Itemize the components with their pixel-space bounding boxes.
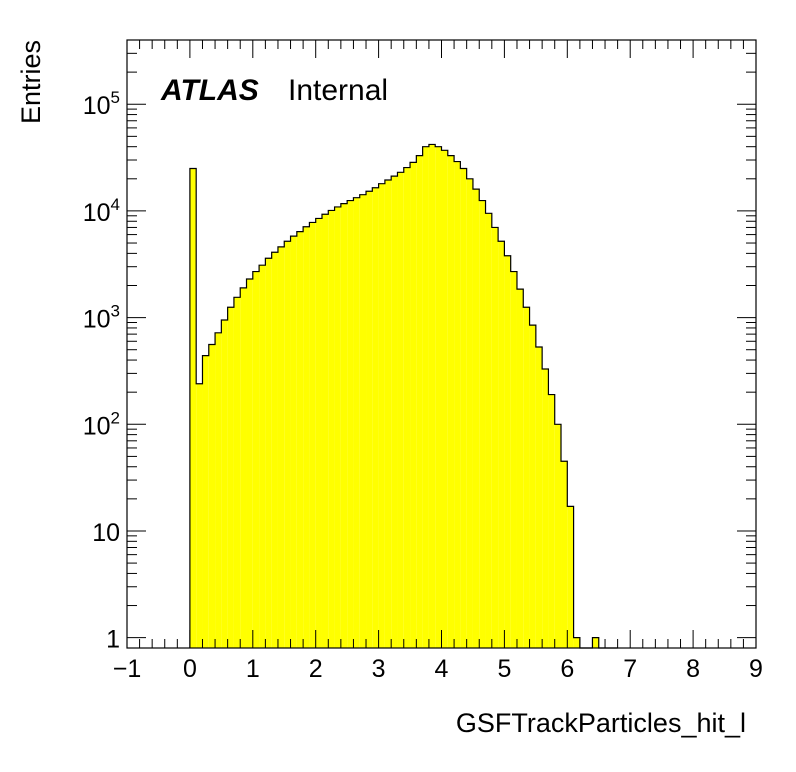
- histogram-bin: [315, 218, 322, 648]
- histogram-bin: [504, 255, 511, 648]
- x-tick-label: 4: [435, 655, 449, 683]
- x-tick-label: 7: [623, 655, 637, 683]
- histogram-outline: [189, 143, 618, 649]
- y-tick-labels: 1 10 102 103 104 105: [83, 88, 120, 653]
- histogram-bin: [416, 155, 423, 649]
- histogram-bin: [447, 155, 455, 649]
- histogram-bin: [246, 279, 253, 648]
- histogram-bin: [196, 383, 203, 648]
- histogram-bin: [378, 183, 385, 648]
- histogram-bin: [303, 226, 310, 648]
- histogram-bin: [422, 146, 429, 648]
- histogram-bin: [466, 178, 473, 648]
- histogram-bin: [202, 355, 209, 648]
- y-axis-title: Entries: [16, 40, 46, 124]
- histogram-bin: [479, 200, 486, 648]
- histogram-bin: [491, 227, 499, 648]
- histogram-bin: [296, 231, 304, 648]
- histogram-bin: [259, 265, 266, 648]
- histogram-bin: [561, 461, 568, 648]
- histogram-bin: [542, 368, 549, 648]
- histogram-bin: [529, 325, 536, 648]
- histogram-bin: [221, 319, 228, 648]
- histogram-bin: [347, 200, 354, 648]
- x-tick-label: 3: [372, 655, 386, 683]
- y-tick-label: 1: [106, 626, 120, 654]
- x-axis-title: GSFTrackParticles_hit_l: [456, 708, 746, 738]
- histogram-bin: [435, 146, 442, 648]
- histogram-bin: [227, 307, 234, 648]
- y-tick-label: 105: [83, 88, 120, 120]
- histogram-bin: [340, 203, 348, 648]
- histogram-bin: [271, 252, 278, 649]
- histogram-bin: [498, 241, 505, 648]
- histogram-bin: [215, 332, 222, 648]
- x-tick-label: −1: [113, 655, 142, 683]
- histogram-bin: [441, 150, 448, 648]
- histogram-bin: [384, 179, 392, 648]
- histogram-bin: [277, 246, 285, 648]
- histogram-bin: [397, 172, 404, 649]
- y-tick-label: 10: [92, 519, 120, 547]
- histogram-bin: [403, 167, 411, 648]
- histogram-bin: [573, 637, 580, 648]
- histogram-bin: [472, 189, 480, 648]
- histogram-bin: [252, 271, 260, 648]
- histogram-bin: [366, 191, 373, 648]
- x-tick-label: 6: [560, 655, 574, 683]
- histogram-bin: [284, 241, 291, 648]
- histogram-bin: [454, 161, 461, 648]
- y-tick-label: 104: [83, 195, 120, 227]
- histogram-bin: [240, 287, 247, 648]
- histogram-bin: [460, 168, 467, 648]
- x-tick-label: 2: [309, 655, 323, 683]
- axis-ticks: [126, 39, 757, 648]
- histogram-bin: [428, 144, 436, 648]
- histogram-bin: [535, 347, 543, 648]
- x-tick-label: 0: [183, 655, 197, 683]
- histogram-bin: [334, 206, 341, 648]
- histogram-bin: [510, 271, 517, 648]
- histogram-bin: [410, 162, 417, 648]
- histogram-bin: [265, 258, 272, 648]
- x-tick-label: 9: [749, 655, 763, 683]
- histogram-bin: [523, 307, 530, 648]
- histogram-bin: [233, 297, 241, 648]
- x-tick-label: 5: [497, 655, 511, 683]
- histogram-bin: [359, 194, 367, 648]
- histogram-bars: [189, 143, 618, 649]
- histogram-bin: [309, 222, 316, 649]
- atlas-label: ATLAS: [160, 74, 259, 107]
- histogram-bin: [328, 210, 335, 649]
- histogram-bin: [353, 197, 360, 649]
- internal-label: Internal: [288, 74, 388, 107]
- histogram-bin: [391, 176, 398, 648]
- histogram-bin: [548, 394, 555, 648]
- x-tick-label: 1: [246, 655, 260, 683]
- histogram-bin: [485, 213, 492, 648]
- x-tick-labels: −1 0 1 2 3 4 5 6 7 8 9: [113, 655, 763, 683]
- y-tick-label: 103: [83, 302, 120, 334]
- histogram-bin: [567, 506, 574, 648]
- histogram-bin: [208, 344, 216, 648]
- histogram-bin: [554, 424, 562, 648]
- histogram-bin: [321, 214, 329, 648]
- histogram-bin: [189, 168, 197, 648]
- histogram-bin: [372, 187, 379, 649]
- histogram-bin: [592, 637, 599, 648]
- histogram-bin: [516, 289, 524, 648]
- histogram-bin: [290, 236, 297, 648]
- x-tick-label: 8: [686, 655, 700, 683]
- y-tick-label: 102: [83, 408, 120, 440]
